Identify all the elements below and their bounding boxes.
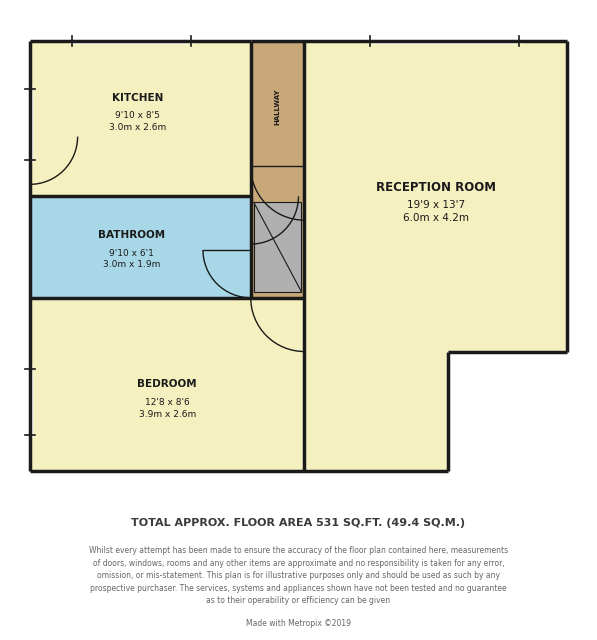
Text: RECEPTION ROOM: RECEPTION ROOM <box>376 181 496 194</box>
Bar <box>30 196 251 298</box>
Text: BATHROOM: BATHROOM <box>98 230 165 240</box>
Bar <box>254 202 301 292</box>
Text: 19'9 x 13'7
6.0m x 4.2m: 19'9 x 13'7 6.0m x 4.2m <box>403 200 469 223</box>
Text: Whilst every attempt has been made to ensure the accuracy of the floor plan cont: Whilst every attempt has been made to en… <box>89 546 508 605</box>
Text: 12'8 x 8'6
3.9m x 2.6m: 12'8 x 8'6 3.9m x 2.6m <box>139 398 196 419</box>
Text: 9'10 x 8'5
3.0m x 2.6m: 9'10 x 8'5 3.0m x 2.6m <box>109 111 166 132</box>
Polygon shape <box>304 41 567 471</box>
Text: BEDROOM: BEDROOM <box>137 380 197 389</box>
Text: HALLWAY: HALLWAY <box>275 88 281 125</box>
Bar <box>30 298 304 471</box>
Text: KITCHEN: KITCHEN <box>112 93 163 103</box>
Text: TOTAL APPROX. FLOOR AREA 531 SQ.FT. (49.4 SQ.M.): TOTAL APPROX. FLOOR AREA 531 SQ.FT. (49.… <box>131 518 466 528</box>
Text: Made with Metropix ©2019: Made with Metropix ©2019 <box>246 618 351 627</box>
Text: 9'10 x 6'1
3.0m x 1.9m: 9'10 x 6'1 3.0m x 1.9m <box>103 248 160 269</box>
Bar <box>30 41 251 196</box>
Bar <box>251 41 304 298</box>
